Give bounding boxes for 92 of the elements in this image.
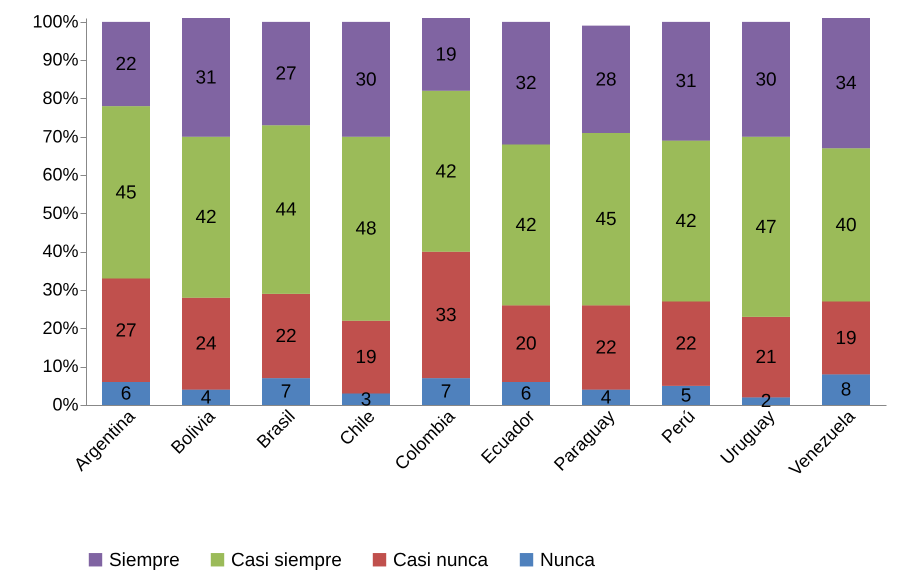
bar bbox=[502, 22, 550, 144]
bar bbox=[822, 18, 870, 148]
bar bbox=[262, 378, 310, 405]
data-label: 19 bbox=[355, 347, 377, 368]
bar bbox=[342, 394, 390, 405]
data-label: 7 bbox=[440, 382, 452, 403]
data-label: 40 bbox=[835, 214, 857, 236]
y-tick-label: 50% bbox=[42, 202, 78, 223]
legend-label: Siempre bbox=[109, 550, 180, 571]
data-label: 20 bbox=[515, 334, 537, 355]
bar bbox=[662, 302, 710, 386]
bar bbox=[662, 22, 710, 141]
data-label: 27 bbox=[115, 320, 137, 342]
data-label: 42 bbox=[435, 161, 457, 182]
y-tick-label: 10% bbox=[42, 356, 78, 376]
data-label: 19 bbox=[435, 44, 457, 66]
data-label: 42 bbox=[515, 214, 537, 236]
data-label: 31 bbox=[675, 71, 697, 92]
data-label: 45 bbox=[595, 209, 617, 230]
y-tick-label: 60% bbox=[42, 164, 78, 185]
data-label: 24 bbox=[195, 334, 217, 355]
bar bbox=[342, 22, 390, 137]
bar bbox=[262, 125, 310, 294]
y-tick-label: 0% bbox=[52, 394, 78, 414]
data-label: 31 bbox=[195, 67, 217, 88]
y-tick-label: 70% bbox=[42, 126, 78, 146]
data-label: 48 bbox=[355, 218, 377, 240]
y-tick-label: 90% bbox=[42, 50, 78, 70]
data-label: 6 bbox=[120, 384, 132, 405]
data-label: 4 bbox=[600, 387, 612, 408]
bar bbox=[582, 132, 630, 306]
data-label: 22 bbox=[595, 338, 617, 359]
bar bbox=[742, 22, 790, 137]
bar bbox=[422, 252, 470, 378]
bar bbox=[742, 136, 790, 317]
bar bbox=[102, 278, 150, 382]
bar bbox=[102, 106, 150, 279]
data-label: 42 bbox=[195, 207, 217, 228]
legend-label: Casi nunca bbox=[393, 550, 488, 571]
bar bbox=[182, 390, 230, 405]
bar bbox=[582, 26, 630, 133]
bar bbox=[502, 305, 550, 382]
bar bbox=[422, 90, 470, 252]
data-label: 30 bbox=[755, 69, 777, 90]
data-label: 4 bbox=[200, 387, 212, 408]
data-label: 28 bbox=[595, 69, 617, 90]
data-label: 6 bbox=[520, 384, 532, 405]
bar bbox=[422, 18, 470, 91]
bar bbox=[102, 382, 150, 405]
bar bbox=[182, 136, 230, 298]
y-tick-label: 80% bbox=[42, 88, 78, 108]
bar bbox=[822, 374, 870, 405]
data-label: 22 bbox=[115, 54, 137, 75]
bar bbox=[102, 22, 150, 106]
bar bbox=[342, 136, 390, 321]
y-tick-label: 30% bbox=[42, 280, 78, 300]
bar bbox=[502, 382, 550, 405]
data-label: 3 bbox=[360, 389, 372, 410]
data-label: 8 bbox=[840, 380, 852, 401]
bar bbox=[582, 305, 630, 390]
data-label: 33 bbox=[435, 304, 457, 326]
bar bbox=[182, 298, 230, 390]
data-label: 44 bbox=[275, 200, 297, 221]
bar bbox=[182, 18, 230, 137]
bar bbox=[262, 294, 310, 378]
bar bbox=[662, 386, 710, 405]
data-label: 22 bbox=[275, 326, 297, 348]
data-label: 30 bbox=[355, 69, 377, 90]
bar bbox=[342, 320, 390, 394]
y-tick-label: 100% bbox=[32, 11, 78, 32]
data-label: 34 bbox=[835, 73, 857, 94]
data-label: 19 bbox=[835, 328, 857, 349]
data-label: 47 bbox=[755, 216, 777, 238]
bar bbox=[662, 140, 710, 302]
data-label: 5 bbox=[680, 385, 692, 406]
bar bbox=[582, 390, 630, 405]
bar bbox=[502, 144, 550, 306]
data-label: 45 bbox=[115, 182, 137, 204]
data-label: 21 bbox=[755, 347, 777, 368]
y-tick-label: 40% bbox=[42, 241, 78, 262]
bar bbox=[262, 22, 310, 126]
data-label: 22 bbox=[675, 334, 697, 355]
bar bbox=[822, 302, 870, 374]
data-label: 32 bbox=[515, 73, 537, 94]
bar bbox=[422, 378, 470, 405]
data-label: 27 bbox=[275, 64, 297, 85]
bar bbox=[822, 148, 870, 302]
data-label: 42 bbox=[675, 211, 697, 232]
y-tick-label: 20% bbox=[42, 318, 78, 338]
legend-label: Nunca bbox=[540, 550, 596, 571]
legend-label: Casi siempre bbox=[231, 550, 342, 571]
data-label: 7 bbox=[280, 382, 292, 403]
